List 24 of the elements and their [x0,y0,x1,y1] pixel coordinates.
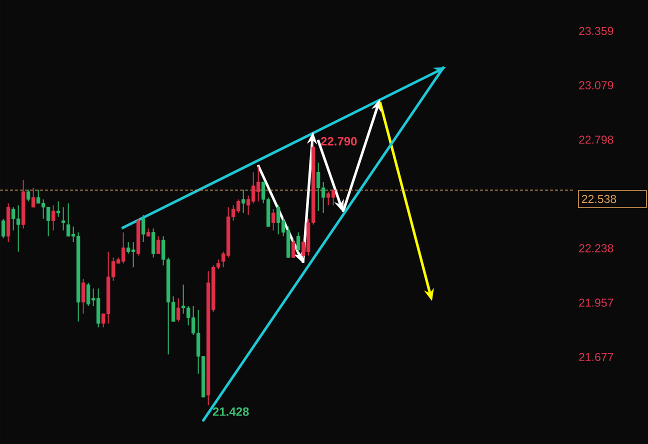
y-tick-label: 22.798 [579,136,614,144]
y-tick-label: 22.238 [579,244,614,252]
candlestick [296,232,300,252]
ref-line-label: 22.538 [582,194,616,204]
annotation: 21.428 [212,407,249,416]
y-tick-label: 23.079 [579,81,614,90]
candlestick [26,189,30,202]
candlestick [241,189,246,214]
candlestick [271,208,276,231]
candlestick [81,278,86,314]
candlestick [151,228,156,258]
y-tick-label: 23.359 [579,26,614,36]
candlestick [1,218,6,239]
candlestick [61,206,66,231]
candlestick [51,204,56,231]
candlestick [176,298,180,322]
candlestick [56,200,60,218]
y-tick-label: 21.677 [579,352,614,362]
candlestick [156,236,160,254]
candlestick [291,238,296,258]
candlestick [141,214,146,243]
annotation: 22.790 [320,137,357,146]
y-tick-label: 21.957 [579,298,614,307]
candlestick [31,187,36,208]
